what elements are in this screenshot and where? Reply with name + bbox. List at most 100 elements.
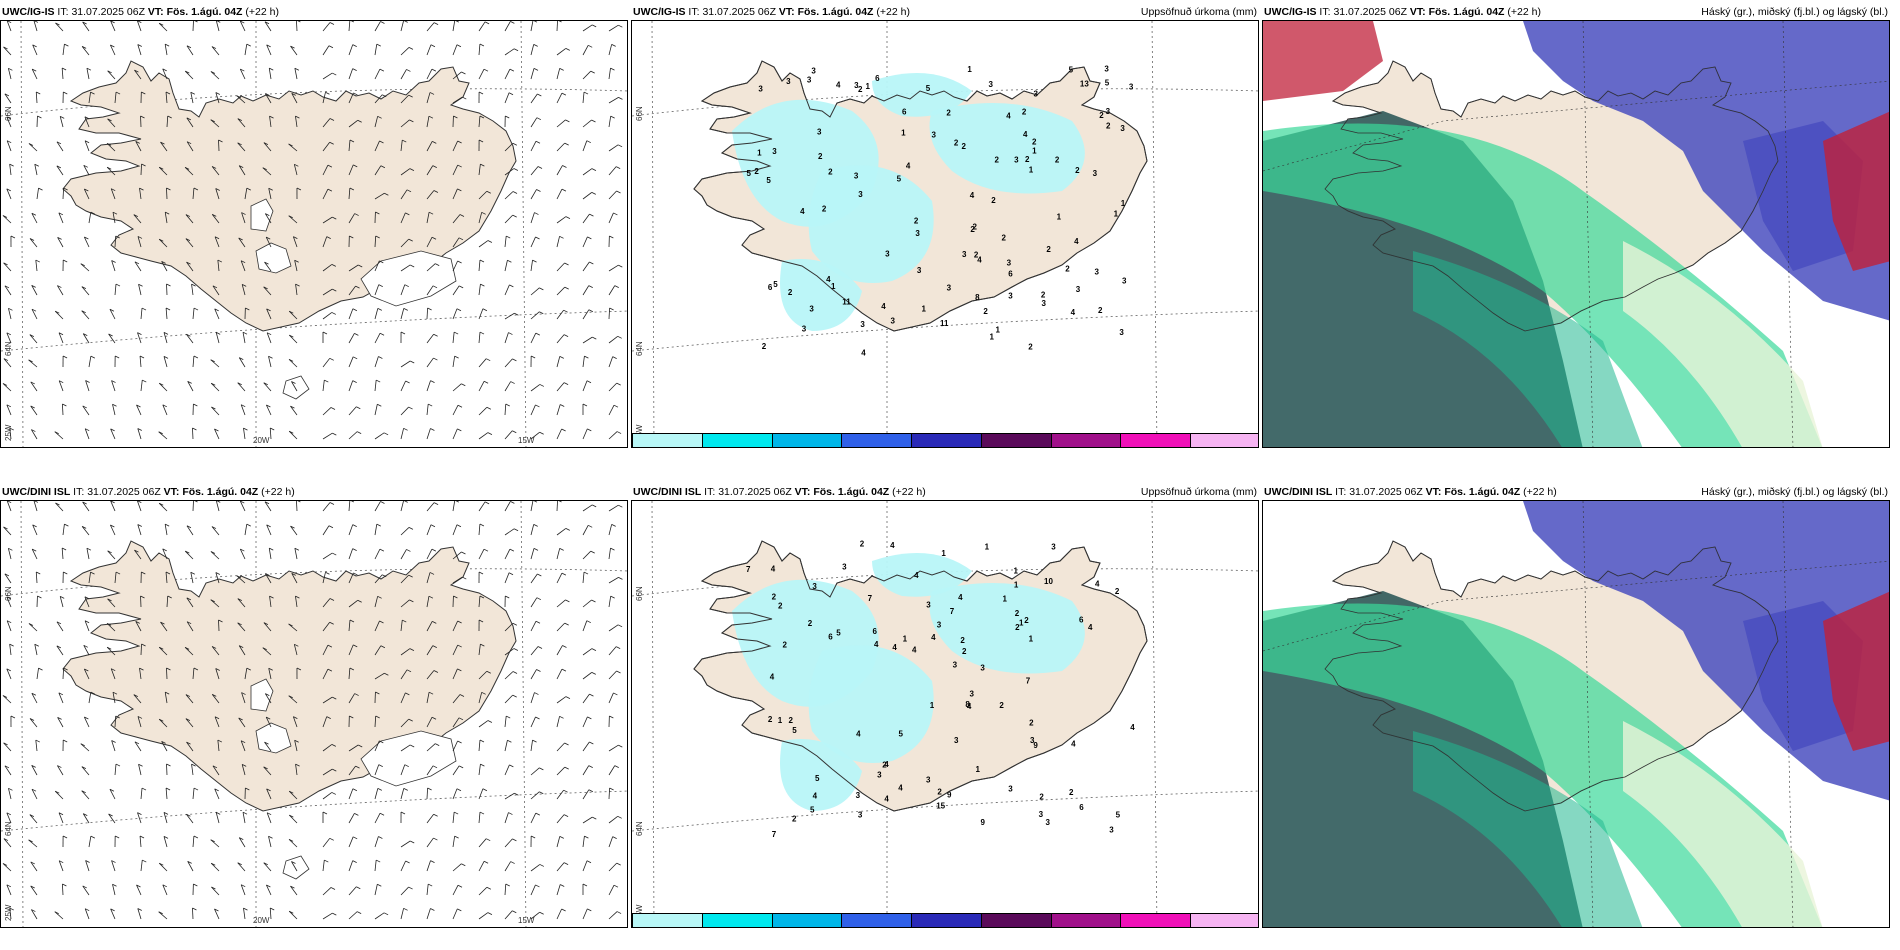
wind-barb-flag [6, 188, 11, 192]
wind-barb-flag [375, 211, 380, 215]
wind-barb [83, 645, 90, 656]
wind-barb-flag [589, 693, 594, 697]
wind-barb-flag [328, 525, 334, 529]
wind-barb [268, 668, 272, 680]
wind-barb [556, 21, 558, 32]
wind-barb-flag [534, 212, 539, 215]
precip-value: 2 [762, 342, 767, 351]
wind-barb-flag [586, 860, 592, 864]
wind-barb [322, 164, 329, 176]
wind-barb-flag [512, 142, 518, 146]
wind-barb [504, 21, 511, 32]
wind-barb [478, 788, 484, 800]
wind-barb [374, 356, 379, 368]
precip-value: 10 [1044, 577, 1053, 586]
wind-barb [348, 44, 354, 56]
wind-barb-flag [241, 404, 246, 408]
wind-barb-flag [6, 812, 12, 816]
wind-barb [6, 404, 12, 416]
wind-barb-flag [191, 763, 196, 767]
wind-barb-flag [480, 283, 485, 287]
wind-barb-flag [268, 835, 273, 839]
wind-barb [289, 814, 298, 824]
precip-value: 9 [980, 818, 985, 827]
wind-barb [608, 116, 612, 128]
wind-barb [214, 428, 220, 440]
wind-barb [452, 885, 459, 896]
wind-barb-flag [535, 140, 541, 144]
wind-barb-flag [592, 816, 597, 820]
wind-barb [88, 692, 92, 704]
wind-barb-flag [510, 381, 515, 384]
wind-barb [400, 119, 410, 128]
wind-barb-flag [506, 235, 511, 239]
axis-label: 25W [4, 904, 13, 921]
wind-barb [85, 380, 90, 392]
wind-barb [165, 572, 168, 584]
wind-barb-flag [110, 428, 115, 432]
wind-barb-flag [56, 141, 62, 145]
wind-barb-flag [266, 716, 271, 720]
wind-barb-flag [432, 140, 437, 144]
wind-barb-flag [587, 716, 592, 720]
wind-barb-flag [539, 311, 544, 315]
coastline [693, 540, 1148, 812]
wind-barb-flag [115, 91, 121, 95]
wind-barb-flag [486, 406, 492, 410]
precip-value: 4 [890, 541, 895, 550]
wind-barb-flag [140, 595, 145, 599]
wind-barb [556, 836, 561, 848]
wind-barb-flag [461, 551, 466, 555]
wind-barb [608, 144, 619, 152]
wind-barb [504, 381, 512, 392]
colorbar-swatch [841, 433, 913, 447]
wind-barb-flag [57, 717, 62, 720]
wind-barb [348, 333, 355, 344]
wind-barb-flag [58, 212, 64, 216]
wind-barb [530, 646, 539, 656]
precip-value: 5 [1105, 79, 1110, 88]
wind-barb-flag [536, 597, 542, 601]
axis-label: 25W [635, 424, 644, 441]
wind-barb-flag [428, 595, 434, 599]
precip-value: 6 [875, 74, 880, 83]
wind-barb-flag [513, 168, 519, 171]
wind-barb [348, 356, 354, 368]
wind-barb-flag [240, 21, 245, 24]
wind-barb [556, 428, 562, 440]
precip-value: 4 [977, 255, 982, 264]
wind-barb-flag [141, 787, 147, 791]
wind-barb [478, 164, 481, 176]
wind-barb [136, 884, 142, 896]
wind-barb [530, 767, 540, 776]
wind-barb [237, 622, 246, 632]
wind-barb [85, 860, 90, 872]
wind-barb [426, 190, 435, 200]
wind-barb-flag [218, 619, 223, 623]
wind-barb [57, 237, 64, 248]
wind-barb [374, 836, 379, 848]
precip-value: 2 [858, 85, 863, 94]
wind-barb [348, 548, 354, 560]
wind-barb [452, 863, 462, 872]
wind-barb-flag [457, 140, 462, 144]
wind-barb-flag [63, 259, 68, 263]
wind-barb-flag [107, 70, 112, 74]
wind-barb [400, 308, 405, 320]
wind-barb-flag [354, 213, 359, 216]
wind-barb-flag [458, 285, 464, 289]
map-frame [1262, 20, 1890, 448]
wind-barb-flag [266, 404, 271, 408]
wind-barb-flag [269, 595, 274, 599]
wind-barb [86, 68, 90, 80]
wind-barb-flag [142, 379, 147, 383]
wind-barb-flag [479, 115, 485, 119]
wind-barb-flag [461, 71, 466, 75]
wind-barb-flag [106, 143, 112, 146]
wind-barb-flag [618, 97, 623, 100]
wind-barb [556, 68, 561, 80]
precip-colorbar: 110255075100150200400 [632, 433, 1258, 447]
wind-barb-flag [382, 94, 387, 98]
wind-barb-flag [35, 739, 40, 743]
wind-barb [294, 260, 298, 272]
